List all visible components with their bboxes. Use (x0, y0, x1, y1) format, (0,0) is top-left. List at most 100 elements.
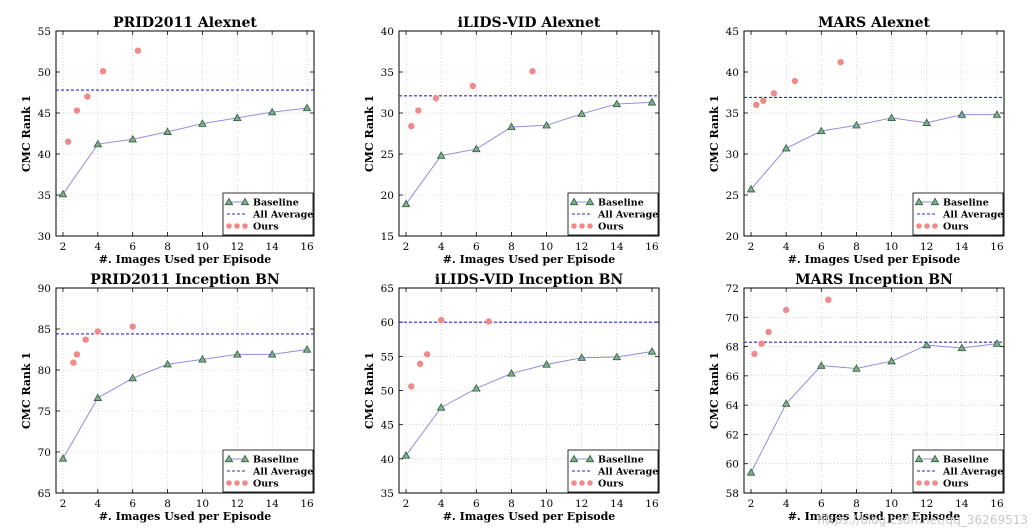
x-tick-label: 16 (990, 498, 1004, 510)
legend-ours-marker (242, 223, 248, 229)
ours-point (432, 95, 440, 102)
x-tick-label: 10 (540, 498, 553, 510)
baseline-point (542, 360, 551, 368)
x-tick-label: 6 (473, 498, 480, 510)
ours-point (760, 97, 767, 104)
y-tick-label: 40 (381, 454, 394, 466)
ours-point (84, 93, 91, 100)
y-tick-label: 65 (381, 283, 394, 295)
ours-point (65, 138, 72, 145)
baseline-point (577, 109, 586, 117)
y-tick-label: 72 (726, 283, 739, 295)
legend-baseline-marker (585, 454, 595, 463)
legend-label-3: Ours (598, 222, 624, 233)
legend-label-2: All Average (252, 467, 313, 478)
ours-point (99, 67, 107, 75)
baseline-point (472, 384, 481, 392)
legend-baseline-marker (914, 454, 924, 463)
y-tick-label: 62 (726, 429, 739, 441)
x-tick-label: 10 (196, 498, 209, 510)
x-axis-label: #. Images Used per Episode (99, 253, 272, 266)
baseline-line (62, 107, 308, 195)
ours-point (423, 351, 431, 358)
y-axis-label: CMC Rank 1 (708, 95, 721, 172)
legend-label-3: Ours (253, 222, 279, 233)
legend-label-3: Ours (253, 479, 279, 490)
chart-title: MARS Inception BN (795, 272, 953, 288)
ours-point (469, 82, 476, 90)
y-tick-label: 30 (38, 231, 51, 243)
x-tick-label: 14 (265, 241, 279, 253)
ours-point (765, 328, 772, 336)
y-tick-label: 45 (381, 420, 394, 432)
ours-point (751, 350, 758, 358)
legend-label-3: Ours (598, 479, 624, 490)
ours-point (485, 318, 492, 325)
x-tick-label: 2 (60, 241, 67, 253)
y-tick-label: 30 (381, 108, 394, 120)
chart-title: iLIDS-VID Inception BN (435, 272, 624, 288)
y-tick-label: 15 (381, 231, 394, 243)
legend-ours-marker (587, 223, 593, 229)
baseline-point (401, 199, 411, 208)
ours-point (134, 47, 142, 54)
x-tick-label: 10 (196, 241, 209, 253)
x-tick-label: 12 (920, 241, 933, 253)
baseline-point (817, 361, 826, 369)
y-tick-label: 40 (38, 149, 51, 161)
ours-point (753, 101, 760, 109)
legend-label-3: Ours (943, 479, 969, 490)
y-tick-label: 64 (726, 400, 740, 412)
baseline-line (405, 351, 653, 456)
x-tick-label: 16 (300, 498, 314, 510)
x-tick-label: 6 (473, 241, 480, 253)
x-tick-label: 2 (60, 498, 67, 510)
x-tick-label: 8 (853, 241, 860, 253)
y-tick-label: 45 (38, 108, 51, 120)
legend-ours-marker (932, 480, 938, 486)
baseline-point (163, 127, 172, 135)
chart-title: PRID2011 Alexnet (113, 15, 257, 31)
x-tick-label: 6 (129, 241, 136, 253)
legend-baseline-marker (569, 197, 579, 206)
baseline-point (746, 468, 756, 476)
baseline-point (922, 340, 931, 349)
legend-ours-marker (587, 480, 593, 486)
baseline-point (267, 107, 277, 116)
x-tick-label: 4 (94, 498, 101, 510)
legend-label-3: Ours (943, 222, 969, 233)
baseline-point (198, 354, 207, 363)
x-tick-label: 10 (885, 498, 898, 510)
y-axis-label: CMC Rank 1 (363, 95, 376, 172)
legend-ours-marker (579, 480, 585, 486)
baseline-point (887, 113, 896, 122)
x-tick-label: 8 (853, 498, 860, 510)
ours-point (791, 77, 799, 85)
legend-label-1: Baseline (598, 198, 644, 209)
ours-point (70, 359, 77, 366)
x-tick-label: 4 (94, 241, 101, 253)
x-tick-label: 16 (300, 241, 314, 253)
baseline-point (436, 151, 446, 159)
ours-point (94, 328, 102, 335)
legend-label-2: All Average (942, 210, 1003, 221)
x-tick-label: 16 (645, 241, 659, 253)
baseline-line (405, 101, 652, 205)
y-tick-label: 58 (726, 488, 739, 500)
y-axis-label: CMC Rank 1 (20, 352, 33, 429)
y-tick-label: 70 (38, 447, 51, 459)
baseline-point (198, 119, 207, 127)
baseline-point (922, 118, 931, 126)
legend-baseline-marker (569, 454, 579, 463)
legend-label-1: Baseline (598, 455, 644, 466)
y-tick-label: 85 (38, 324, 51, 336)
legend-baseline-marker (930, 454, 940, 463)
plot-frame (743, 287, 1005, 494)
y-tick-label: 20 (381, 190, 394, 202)
ours-point (73, 351, 81, 358)
legend-ours-marker (226, 223, 232, 229)
